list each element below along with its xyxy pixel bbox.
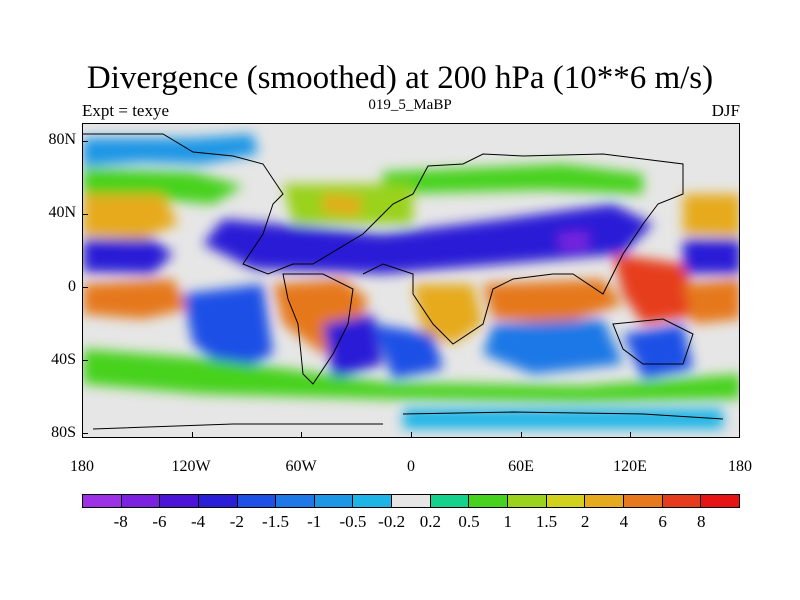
colorbar-label: -8 [113,512,128,531]
pacific-orange-east [683,194,739,236]
lon-label-60w: 60W [285,458,317,475]
lat-label-40s: 40S [51,351,76,368]
colorbar-swatch [623,495,663,507]
lon-label-0: 0 [407,458,415,475]
tropic-orange-west [83,279,188,319]
colorbar-swatch [353,495,393,507]
lon-label-120e: 120E [613,458,647,475]
tropic-orange-ep [683,279,739,324]
lat-tick [82,214,88,215]
lat-tick [82,141,88,142]
colorbar-label: 0.2 [419,512,441,531]
plot-title: Divergence (smoothed) at 200 hPa (10**6 … [86,60,714,96]
experiment-label: Expt = texye [82,101,170,120]
lon-label-60e: 60E [508,458,534,475]
tropic-orange-wp [613,254,703,324]
lon-tick [192,432,193,438]
colorbar-label: 8 [697,512,706,531]
divergence-field [83,134,739,429]
lon-tick [411,432,412,438]
colorbar [82,494,740,508]
colorbar-label: -1 [307,512,322,531]
lon-tick [521,432,522,438]
colorbar-label: 4 [619,512,629,531]
colorbar-label: 1 [503,512,513,531]
nh-blue-west [83,239,173,274]
nh-blue-east [683,239,739,274]
lat-tick [82,360,88,361]
tibet-purple [558,232,588,250]
sh-blue-atl [373,324,443,379]
colorbar-label: -2 [229,512,244,531]
sh-blue-io [483,319,623,374]
colorbar-swatch [392,495,431,507]
colorbar-swatch [469,495,509,507]
colorbar-label: 2 [580,512,590,531]
sh-cyan-pole [403,409,723,429]
sh-blue-sa [323,314,383,379]
colorbar-swatch [121,495,161,507]
colorbar-swatch [276,495,315,507]
colorbar-swatch [508,495,547,507]
colorbar-label: 1.5 [535,512,558,531]
colorbar-swatch [198,495,238,507]
colorbar-swatch [430,495,470,507]
lon-label-120w: 120W [171,458,211,475]
nh-blue-main [203,204,653,274]
lat-tick [82,287,88,288]
north-yellow-east [383,164,643,194]
lat-label-40n: 40N [48,204,76,221]
colorbar-swatch [237,495,277,507]
tropic-orange-io [483,279,623,324]
colorbar-swatch [314,495,354,507]
lon-tick [630,432,631,438]
pacific-orange-west [83,194,178,239]
lat-label-80n: 80N [48,131,76,148]
lat-label-80s: 80S [51,424,76,441]
sh-green-band [83,349,739,402]
lat-label-eq: 0 [68,278,76,295]
colorbar-label: 6 [658,512,667,531]
colorbar-label: -6 [152,512,167,531]
sh-blue-aus [623,324,693,379]
lon-label-180w: 180 [70,458,94,475]
colorbar-swatch [701,495,739,507]
lon-label-180e: 180 [728,458,752,475]
sh-blue-west [183,284,273,374]
lat-tick [82,433,88,434]
north-blue-band [83,134,258,166]
colorbar-label: -0.2 [378,512,406,531]
colorbar-label: -4 [191,512,206,531]
colorbar-swatch [662,495,702,507]
colorbar-swatch [83,495,122,507]
season-label: DJF [711,101,740,120]
tropic-orange-af [413,284,483,344]
colorbar-swatch [585,495,624,507]
north-atlantic-orange [323,194,363,216]
run-label: 019_5_MaBP [368,97,452,113]
divergence-map [82,123,740,438]
colorbar-swatch [160,495,199,507]
lon-tick [301,432,302,438]
colorbar-label: 0.5 [458,512,480,531]
colorbar-swatch [546,495,586,507]
colorbar-label: -1.5 [262,512,289,531]
colorbar-label: -0.5 [339,512,367,531]
coastlines [83,133,724,430]
map-canvas [83,133,739,430]
